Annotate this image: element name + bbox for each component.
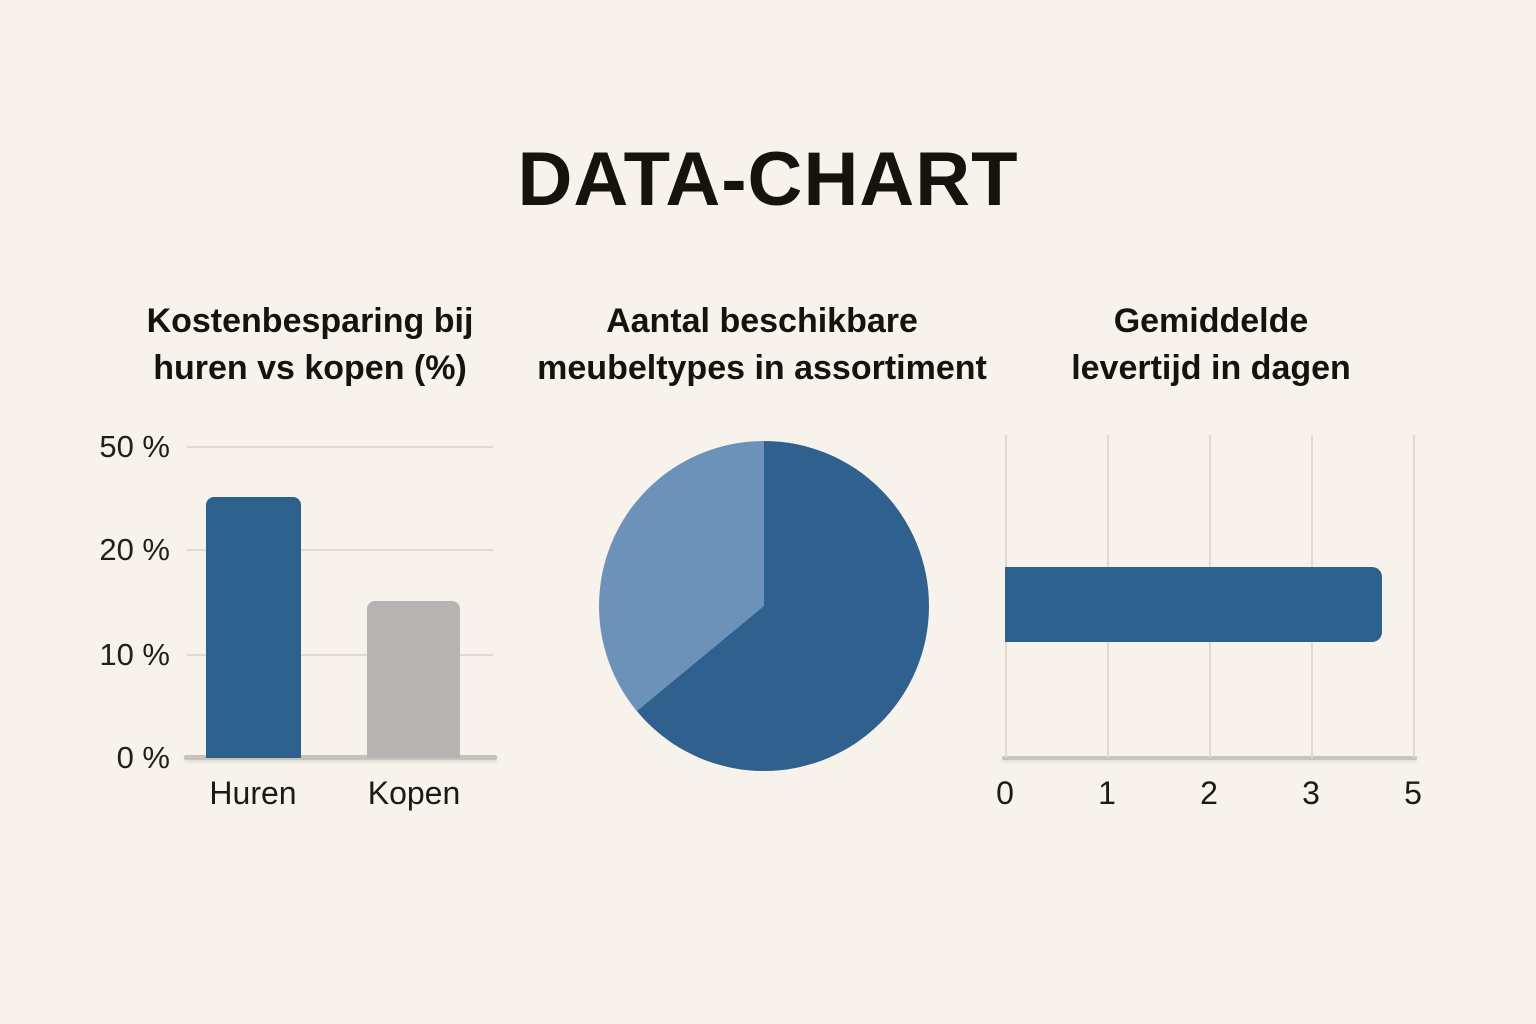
x-tick-label-0: 0: [996, 775, 1014, 811]
right-bar-chart: 0 1 2 3 5: [996, 435, 1422, 811]
x-tick-label-5: 5: [1404, 775, 1422, 811]
page-title: DATA-CHART: [517, 137, 1019, 222]
right-chart-title: Gemiddelde levertijd in dagen: [961, 298, 1461, 392]
left-bar-chart: Huren Kopen: [187, 445, 493, 811]
y-tick-label-0: 0 %: [116, 740, 170, 775]
gridline-10: [187, 654, 493, 656]
kopen-bar: [367, 601, 460, 758]
y-tick-label-20: 20 %: [99, 532, 170, 567]
left-chart-title: Kostenbesparing bij huren vs kopen (%): [60, 298, 560, 392]
x-tick-label-2: 2: [1200, 775, 1218, 811]
kopen-label: Kopen: [367, 775, 461, 811]
x-tick-label-1: 1: [1098, 775, 1116, 811]
gridline-50: [187, 446, 493, 448]
left-chart-title-line1: Kostenbesparing bij: [146, 302, 474, 340]
y-tick-label-50: 50 %: [99, 429, 170, 464]
huren-bar: [206, 497, 301, 758]
pie-chart: [599, 441, 929, 771]
right-chart-title-line2: levertijd in dagen: [1071, 349, 1351, 387]
gridline-20: [187, 549, 493, 551]
x-tick-label-3: 3: [1302, 775, 1320, 811]
delivery-time-bar: [1005, 567, 1382, 642]
left-chart-title-line2: huren vs kopen (%): [153, 349, 467, 387]
pie-chart-title-line2: meubeltypes in assortiment: [537, 349, 987, 387]
gridline-x5: [1413, 435, 1415, 758]
y-tick-label-10: 10 %: [99, 637, 170, 672]
pie-chart-title-line1: Aantal beschikbare: [606, 302, 918, 340]
right-chart-title-line1: Gemiddelde: [1113, 302, 1309, 340]
huren-label: Huren: [209, 775, 297, 811]
pie-chart-title: Aantal beschikbare meubeltypes in assort…: [512, 298, 1012, 392]
right-chart-x-axis-line: [1002, 756, 1417, 760]
left-chart-x-axis-line: [184, 755, 497, 760]
